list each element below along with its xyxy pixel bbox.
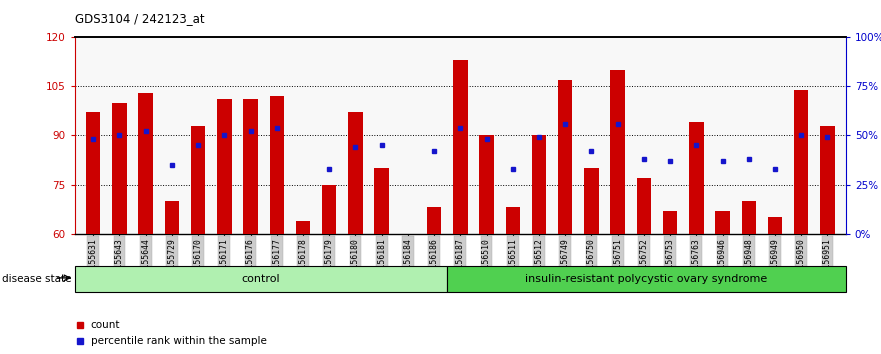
Bar	[689, 122, 704, 234]
Bar	[270, 96, 284, 234]
Bar	[532, 135, 546, 234]
Bar	[217, 99, 232, 234]
Text: control: control	[241, 274, 280, 284]
Bar	[479, 135, 493, 234]
Bar	[453, 60, 468, 234]
Bar	[243, 99, 258, 234]
Bar	[506, 207, 520, 234]
Bar	[75, 266, 447, 292]
Bar	[742, 201, 756, 234]
Bar	[374, 168, 389, 234]
Bar	[558, 80, 573, 234]
Bar	[427, 207, 441, 234]
Bar	[165, 201, 179, 234]
Bar	[663, 211, 677, 234]
Bar	[715, 211, 729, 234]
Bar	[584, 168, 598, 234]
Bar	[820, 126, 834, 234]
Bar	[767, 217, 782, 234]
Bar	[296, 221, 310, 234]
Bar	[348, 113, 363, 234]
Bar	[794, 90, 809, 234]
Text: percentile rank within the sample: percentile rank within the sample	[91, 336, 267, 346]
Text: insulin-resistant polycystic ovary syndrome: insulin-resistant polycystic ovary syndr…	[525, 274, 767, 284]
Text: count: count	[91, 320, 120, 330]
Text: GDS3104 / 242123_at: GDS3104 / 242123_at	[75, 12, 204, 25]
Text: disease state: disease state	[2, 274, 71, 284]
Bar	[112, 103, 127, 234]
Bar	[447, 266, 846, 292]
Bar	[191, 126, 205, 234]
Bar	[637, 178, 651, 234]
Bar	[138, 93, 153, 234]
Bar	[322, 184, 337, 234]
Bar	[86, 113, 100, 234]
Bar	[611, 70, 625, 234]
